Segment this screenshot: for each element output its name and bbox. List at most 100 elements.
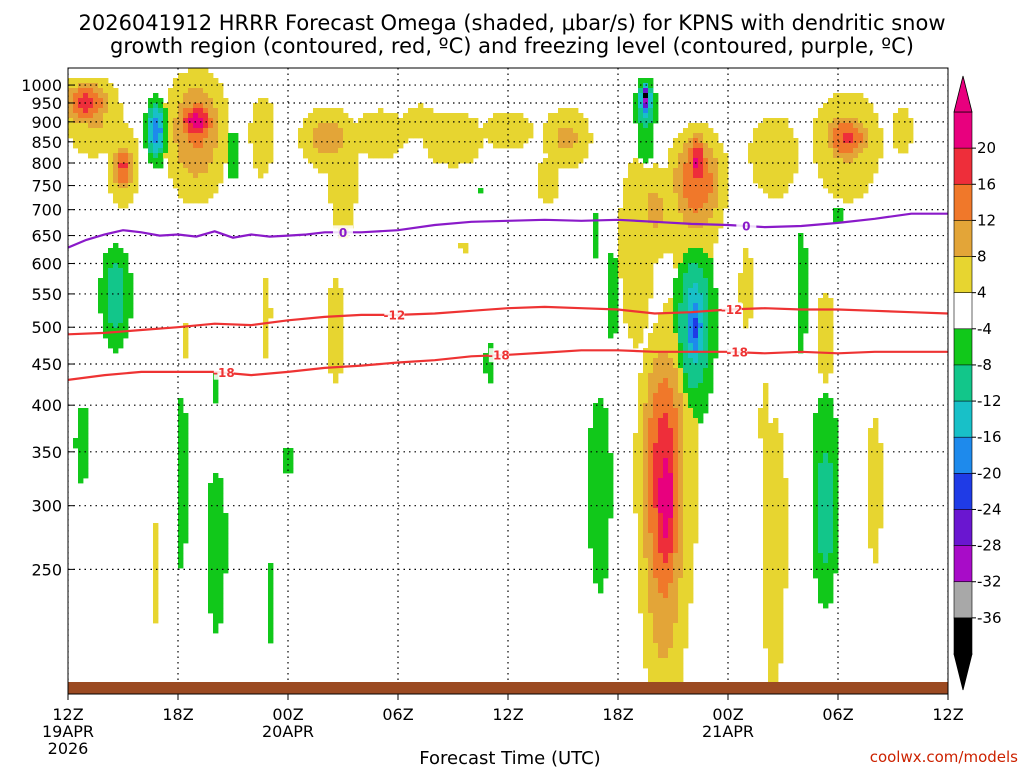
omega-cell xyxy=(198,188,204,194)
omega-cell xyxy=(668,228,674,234)
omega-cell xyxy=(638,608,644,614)
omega-cell xyxy=(748,293,754,299)
omega-cell xyxy=(193,153,199,159)
omega-cell xyxy=(378,123,384,129)
omega-cell xyxy=(93,143,99,149)
omega-cell xyxy=(798,243,804,249)
omega-cell xyxy=(338,118,344,124)
omega-cell xyxy=(833,163,839,169)
omega-cell xyxy=(98,123,104,129)
omega-cell xyxy=(313,133,319,139)
omega-cell xyxy=(403,113,409,119)
omega-cell xyxy=(683,528,689,534)
omega-cell xyxy=(693,253,699,259)
omega-cell xyxy=(693,188,699,194)
omega-cell xyxy=(358,138,364,144)
omega-cell xyxy=(673,168,679,174)
omega-cell xyxy=(658,393,664,399)
omega-cell xyxy=(708,283,714,289)
omega-cell xyxy=(683,443,689,449)
omega-cell xyxy=(688,218,694,224)
omega-cell xyxy=(353,153,359,159)
omega-cell xyxy=(613,288,619,294)
omega-cell xyxy=(208,173,214,179)
omega-cell xyxy=(683,373,689,379)
omega-cell xyxy=(623,178,629,184)
omega-cell xyxy=(653,423,659,429)
omega-cell xyxy=(588,463,594,469)
omega-cell xyxy=(678,333,684,339)
omega-cell xyxy=(108,98,114,104)
omega-cell xyxy=(768,658,774,664)
omega-cell xyxy=(853,123,859,129)
omega-cell xyxy=(653,643,659,649)
omega-cell xyxy=(663,478,669,484)
omega-cell xyxy=(833,173,839,179)
omega-cell xyxy=(68,88,74,94)
omega-cell xyxy=(843,133,849,139)
omega-cell xyxy=(623,278,629,284)
omega-cell xyxy=(408,133,414,139)
omega-cell xyxy=(308,133,314,139)
omega-cell xyxy=(693,163,699,169)
omega-cell xyxy=(218,593,224,599)
omega-cell xyxy=(218,543,224,549)
omega-cell xyxy=(168,118,174,124)
omega-cell xyxy=(633,203,639,209)
omega-cell xyxy=(693,248,699,254)
omega-cell xyxy=(668,203,674,209)
omega-cell xyxy=(798,263,804,269)
omega-cell xyxy=(653,653,659,659)
omega-cell xyxy=(333,188,339,194)
omega-cell xyxy=(123,138,129,144)
omega-cell xyxy=(463,243,469,249)
omega-cell xyxy=(828,528,834,534)
omega-cell xyxy=(333,333,339,339)
omega-cell xyxy=(268,598,274,604)
omega-cell xyxy=(608,308,614,314)
omega-cell xyxy=(523,138,529,144)
omega-cell xyxy=(673,248,679,254)
omega-cell xyxy=(713,228,719,234)
omega-cell xyxy=(708,213,714,219)
omega-cell xyxy=(168,123,174,129)
omega-cell xyxy=(253,118,259,124)
omega-cell xyxy=(153,108,159,114)
omega-cell xyxy=(778,578,784,584)
omega-cell xyxy=(693,203,699,209)
omega-cell xyxy=(643,193,649,199)
omega-cell xyxy=(78,148,84,154)
omega-cell xyxy=(823,478,829,484)
omega-cell xyxy=(693,333,699,339)
omega-cell xyxy=(708,338,714,344)
omega-cell xyxy=(328,338,334,344)
omega-cell xyxy=(618,243,624,249)
omega-cell xyxy=(118,158,124,164)
omega-cell xyxy=(778,183,784,189)
omega-cell xyxy=(553,158,559,164)
omega-cell xyxy=(708,138,714,144)
omega-cell xyxy=(683,638,689,644)
omega-cell xyxy=(103,288,109,294)
omega-cell xyxy=(93,103,99,109)
omega-cell xyxy=(128,283,134,289)
omega-cell xyxy=(768,583,774,589)
omega-cell xyxy=(373,113,379,119)
omega-cell xyxy=(693,518,699,524)
omega-cell xyxy=(798,348,804,354)
omega-cell xyxy=(673,193,679,199)
omega-cell xyxy=(178,553,184,559)
omega-cell xyxy=(833,543,839,549)
omega-cell xyxy=(128,158,134,164)
omega-cell xyxy=(823,463,829,469)
omega-cell xyxy=(693,313,699,319)
omega-cell xyxy=(783,508,789,514)
omega-cell xyxy=(643,483,649,489)
omega-cell xyxy=(143,113,149,119)
omega-cell xyxy=(778,483,784,489)
omega-cell xyxy=(443,153,449,159)
omega-cell xyxy=(198,173,204,179)
omega-cell xyxy=(343,163,349,169)
omega-cell xyxy=(678,393,684,399)
omega-cell xyxy=(288,468,294,474)
